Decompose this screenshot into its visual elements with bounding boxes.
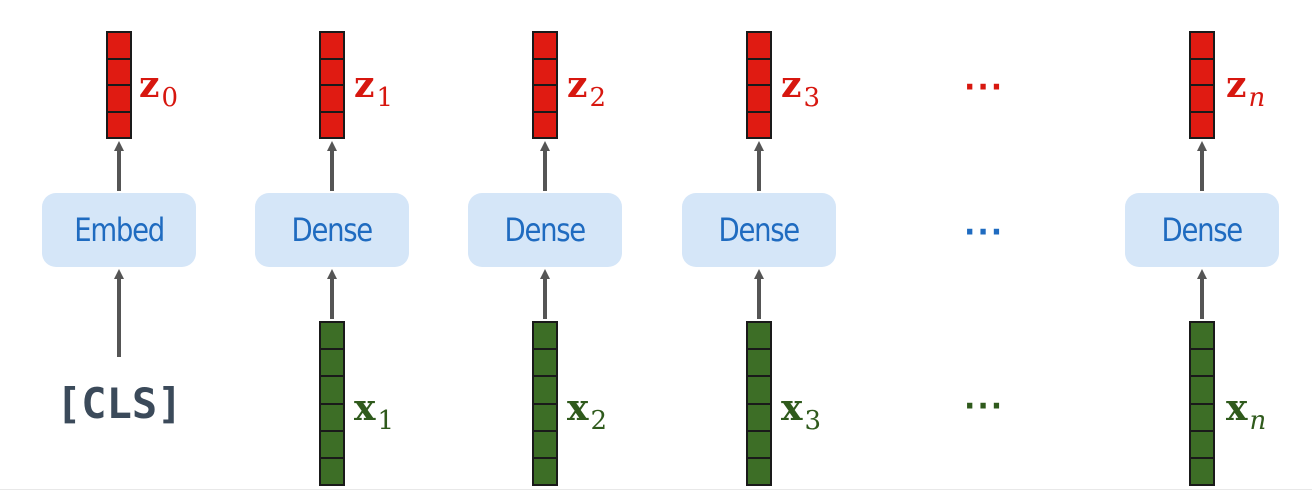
- embed-block: Embed: [42, 193, 196, 267]
- block-ellipsis: ···: [964, 215, 1005, 250]
- column-token-1: z1 Dense x1: [255, 0, 409, 494]
- column-token-3: z3 Dense x3: [682, 0, 836, 494]
- output-label: z0: [139, 64, 178, 113]
- input-label: x3: [781, 387, 822, 436]
- input-label: x1: [354, 387, 395, 436]
- dense-block: Dense: [1125, 193, 1279, 267]
- column-token-2: z2 Dense x2: [468, 0, 622, 494]
- output-vector: [532, 31, 558, 139]
- input-vector: [1189, 321, 1215, 486]
- output-label: z2: [567, 64, 606, 113]
- output-ellipsis: ···: [964, 70, 1005, 105]
- output-label: zn: [1226, 64, 1266, 113]
- input-vector: [746, 321, 772, 486]
- dense-block: Dense: [468, 193, 622, 267]
- output-vector: [319, 31, 345, 139]
- column-cls: z0 Embed [CLS]: [42, 0, 196, 494]
- dense-block: Dense: [255, 193, 409, 267]
- output-vector: [1189, 31, 1215, 139]
- input-label: x2: [567, 387, 608, 436]
- input-vector: [532, 321, 558, 486]
- input-vector: [319, 321, 345, 486]
- cls-token: [CLS]: [56, 379, 183, 428]
- input-ellipsis: ···: [964, 389, 1005, 424]
- bottom-divider: [0, 489, 1312, 490]
- dense-block: Dense: [682, 193, 836, 267]
- output-label: z1: [354, 64, 393, 113]
- output-vector: [106, 31, 132, 139]
- column-token-n: zn Dense xn: [1125, 0, 1279, 494]
- input-label: xn: [1226, 387, 1267, 436]
- output-label: z3: [781, 64, 820, 113]
- output-vector: [746, 31, 772, 139]
